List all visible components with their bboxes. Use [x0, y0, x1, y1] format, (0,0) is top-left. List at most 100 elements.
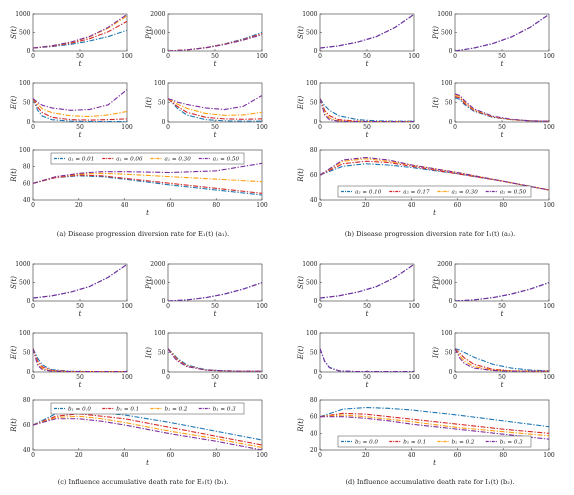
panel-c-r-legend-label-2: b₁ = 0.2	[165, 407, 188, 413]
panel-d-i-xlabel: t	[501, 381, 504, 389]
panel-b-s-ytick-label-0: 0	[314, 48, 318, 55]
panel-d-r-series-blue-line	[320, 406, 549, 428]
panel-c-e-xtick-label-2: 100	[121, 374, 133, 381]
panel-d-i-ytick-label-1: 50	[445, 350, 453, 357]
panel-d-i-series-blue-line	[455, 348, 549, 372]
panel-b-i-frame	[454, 82, 550, 123]
panel-c-r-ytick-label-1: 60	[23, 422, 31, 429]
panel-a-i-series-red-line	[168, 98, 262, 120]
panel-a-p-xtick-label-2: 100	[256, 53, 268, 60]
panel-b-p-xlabel: t	[501, 60, 504, 68]
panel-c-e-series-purple-line	[33, 348, 127, 372]
panel-d-i-ylabel: I(t)	[432, 347, 440, 359]
panel-b-e-series-orange-line	[320, 98, 414, 122]
panel-c-e: 0 50 100 0 50 100 t E(t)	[10, 330, 133, 389]
panel-c-s-ytick-label-2: 1000	[15, 261, 30, 268]
panel-b-r-legend: a₂ = 0.10 a₂ = 0.17 a₂ = 0.30 a₂ = 0.50	[337, 185, 532, 198]
panel-b-r-xtick-label-4: 80	[499, 202, 507, 209]
panel-b-s-frame	[319, 13, 415, 52]
panel-b-p-ytick-label-0: 0	[449, 48, 453, 55]
panel-a-r-xtick-label-2: 40	[121, 202, 129, 209]
panel-d-e-xlabel: t	[366, 381, 369, 389]
panel-c-p-ylabel: P(t)	[145, 276, 153, 290]
panel-d-r-series-orange-line	[320, 414, 549, 437]
panel-a-s-xtick-label-1: 50	[76, 53, 84, 60]
panel-b-s-ylabel: S(t)	[297, 26, 305, 39]
panel-c-i-xtick-label-2: 100	[256, 374, 268, 381]
panel-c-s-xtick-label-0: 0	[31, 303, 35, 310]
panel-c-r-xtick-label-0: 0	[31, 452, 35, 459]
panel-a-r-xtick-label-4: 80	[212, 202, 220, 209]
panel-d-r-series-purple-line	[320, 416, 549, 440]
panel-d-s-xlabel: t	[366, 310, 369, 318]
panel-d-p-ytick-label-1: 1000	[437, 280, 452, 287]
panel-a-s-ytick-label-0: 0	[27, 48, 31, 55]
panel-d-e-frame	[319, 332, 415, 373]
panel-a-i-xtick-label-1: 50	[211, 124, 219, 131]
panel-b-r-series-red-line	[320, 160, 549, 191]
panel-d-s-ylabel: S(t)	[297, 276, 305, 289]
panel-a-s-series-red-line	[33, 20, 127, 49]
panel-b-s-series-blue-line	[320, 14, 414, 49]
panel-b-i: 0 50 100 0 50 100 t I(t)	[432, 80, 555, 139]
panel-b-e-xtick-label-1: 50	[363, 124, 371, 131]
panel-c-p-ytick-label-1: 1000	[150, 280, 165, 287]
panel-c-e-frame	[32, 332, 128, 373]
panel-a-r-legend-label-3: a₁ = 0.50	[213, 157, 240, 163]
panel-a-r-ytick-label-1: 60	[23, 180, 31, 187]
panel-a-e-xtick-label-1: 50	[76, 124, 84, 131]
panel-b-e-xtick-label-0: 0	[318, 124, 322, 131]
panel-a-r-xtick-label-1: 20	[75, 202, 83, 209]
panel-d-r-ytick-label-1: 40	[310, 430, 318, 437]
panel-b-p-series-blue-line	[455, 14, 549, 51]
panel-a-s-xtick-label-0: 0	[31, 53, 35, 60]
panel-a-p-frame	[167, 13, 263, 52]
panel-d-p-xtick-label-0: 0	[453, 303, 457, 310]
panel-b-r-xlabel: t	[433, 209, 436, 217]
panel-b-i-xtick-label-0: 0	[453, 124, 457, 131]
panel-b-e-series-red-line	[320, 98, 414, 122]
panel-b-r-legend-label-0: a₂ = 0.10	[355, 190, 382, 196]
panel-c-i-ytick-label-1: 50	[158, 350, 166, 357]
panel-c-e-xtick-label-1: 50	[76, 374, 84, 381]
panel-a-i-series-orange-line	[168, 98, 262, 116]
panel-a-e-series-purple-line	[33, 89, 127, 111]
panel-d-e: 0 50 100 0 50 100 t E(t)	[297, 330, 420, 389]
panel-d-i-ytick-label-2: 100	[441, 330, 453, 337]
panel-d-i-ytick-label-0: 0	[449, 369, 453, 376]
panel-b-e: 0 50 100 0 50 100 t E(t)	[297, 80, 420, 139]
panel-c-p-ytick-label-2: 2000	[150, 261, 165, 268]
panel-a-i-ylabel: I(t)	[145, 97, 153, 109]
panel-d-r-legend-label-1: b₂ = 0.1	[403, 440, 426, 446]
panel-b-s-xtick-label-2: 100	[408, 53, 420, 60]
panel-a-r-xlabel: t	[146, 209, 149, 217]
panel-c-i-xlabel: t	[214, 381, 217, 389]
panel-c-p-series-purple-line	[168, 282, 262, 301]
panel-b-e-series-blue-line	[320, 98, 414, 122]
panel-d-r-xtick-label-5: 100	[543, 452, 555, 459]
panel-b-i-ytick-label-2: 100	[441, 80, 453, 87]
panel-d-e-series-blue-line	[320, 348, 414, 372]
panel-d-p-series-purple-line	[455, 282, 549, 301]
panel-b-r-xtick-label-2: 40	[408, 202, 416, 209]
panel-a-s-series-orange-line	[33, 15, 127, 49]
panel-d-r-ylabel: R(t)	[297, 418, 305, 433]
panel-a-e-ytick-label-2: 100	[19, 80, 31, 87]
panel-c-e-xtick-label-0: 0	[31, 374, 35, 381]
panel-d-r-xtick-label-2: 40	[408, 452, 416, 459]
panel-a-r-legend: a₁ = 0.01 a₁ = 0.06 a₁ = 0.30 a₁ = 0.50	[50, 152, 245, 165]
panel-a-s-ytick-label-2: 1000	[15, 11, 30, 18]
panel-d-s-xtick-label-0: 0	[318, 303, 322, 310]
panel-c-i-series-blue-line	[168, 348, 262, 372]
panel-d-s-frame	[319, 263, 415, 302]
panel-b-e-ytick-label-0: 0	[314, 119, 318, 126]
panel-a-i-frame	[167, 82, 263, 123]
panel-c-p-xlabel: t	[214, 310, 217, 318]
panel-d-p-frame	[454, 263, 550, 302]
panel-a-i-ytick-label-2: 100	[154, 80, 166, 87]
panel-c-e-ytick-label-2: 100	[19, 330, 31, 337]
panel-a-e-series-blue-line	[33, 98, 127, 122]
panel-a-s-series-purple-line	[33, 14, 127, 49]
panel-b-e-ytick-label-1: 50	[310, 100, 318, 107]
